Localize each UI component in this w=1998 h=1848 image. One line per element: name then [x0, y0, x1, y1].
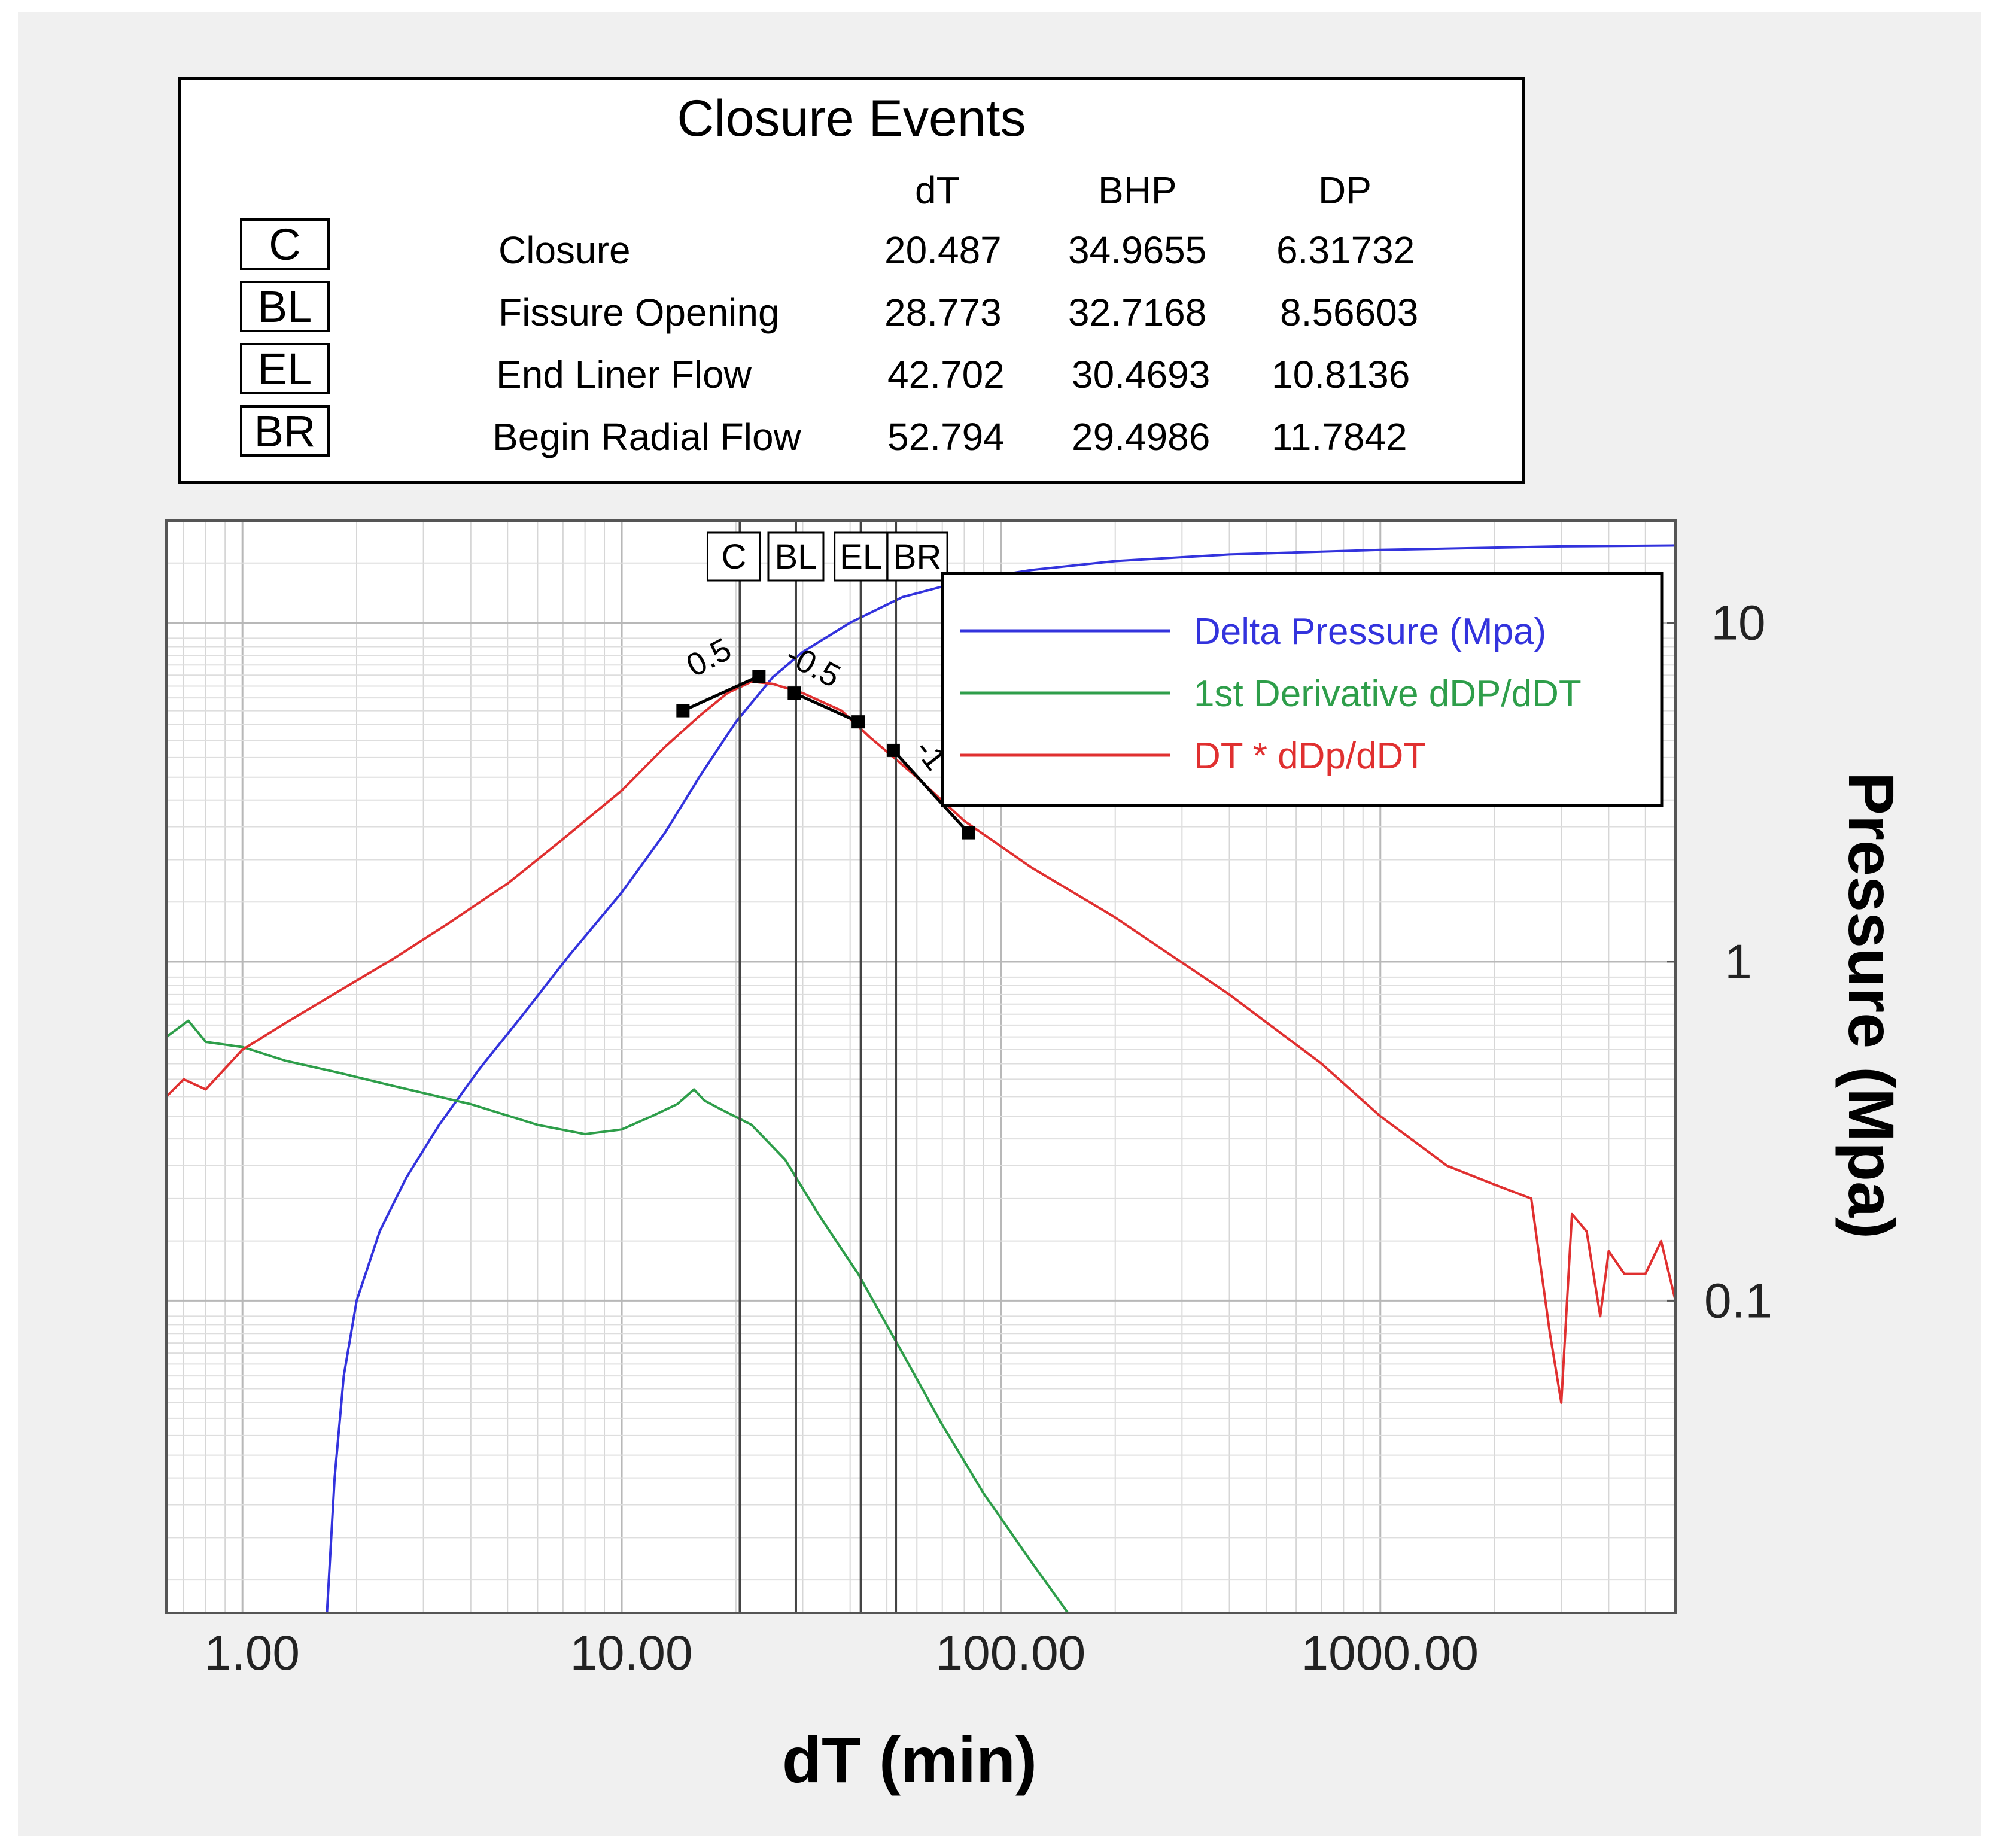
legend-box: [941, 572, 1664, 807]
event-bhp: 30.4693: [1072, 353, 1211, 396]
fit-point-marker: [787, 686, 801, 700]
event-dt: 52.794: [887, 415, 1005, 458]
event-name: Begin Radial Flow: [492, 415, 801, 458]
axes-group: 1.00 10.00 100.00 1000.00 10 1 0.1 dT (min) Pres…: [165, 519, 1908, 1796]
legend: Delta Pressure (Mpa) 1st Derivative dDP/d…: [941, 572, 1664, 807]
event-bhp: 29.4986: [1072, 415, 1211, 458]
event-marker-label-C: C: [722, 537, 747, 576]
event-code-badge: BR: [240, 405, 330, 457]
col-header-bhp: BHP: [1098, 169, 1177, 212]
x-tick-label: 1.00: [204, 1626, 300, 1680]
slope-fit-line: [793, 691, 859, 724]
x-axis-title: dT (min): [782, 1724, 1037, 1796]
y-tick-label: 0.1: [1704, 1273, 1772, 1328]
fit-point-marker: [752, 670, 766, 683]
slope-fit-line: [682, 674, 760, 712]
x-tick-label: 1000.00: [1301, 1626, 1479, 1680]
x-tick-label: 100.00: [935, 1626, 1085, 1680]
event-code-badge: EL: [240, 343, 330, 394]
x-tick-label: 10.00: [570, 1626, 692, 1680]
event-marker-label-BL: BL: [775, 537, 817, 576]
event-marker-box-BR: [886, 531, 948, 582]
event-marker-box-C: [706, 531, 761, 582]
event-dp: 6.31732: [1276, 229, 1415, 272]
events-table-title: Closure Events: [677, 90, 1026, 147]
event-dt: 20.487: [884, 229, 1002, 272]
event-marker-label-BR: BR: [893, 537, 942, 576]
col-header-dp: DP: [1318, 169, 1371, 212]
event-dt: 42.702: [887, 353, 1005, 396]
event-code-badge: BL: [240, 281, 330, 332]
legend-label: Delta Pressure (Mpa): [1194, 611, 1546, 652]
col-header-dt: dT: [915, 169, 960, 212]
event-bhp: 34.9655: [1068, 229, 1207, 272]
event-code-badge: C: [240, 218, 330, 270]
fit-point-marker: [676, 704, 690, 718]
fit-point-marker: [851, 715, 865, 729]
event-marker-label-EL: EL: [840, 537, 882, 576]
fit-point-marker: [886, 743, 900, 757]
slope-fit-line: [892, 749, 970, 834]
plot-border: [165, 519, 1677, 1614]
event-marker-box-EL: [834, 531, 889, 582]
closure-events-table: Closure Events dT BHP DP C Closure 20.48…: [178, 77, 1525, 484]
y-tick-label: 10: [1711, 596, 1765, 651]
series-line-0: [326, 544, 1675, 1613]
y-axis-title: Pressure (Mpa): [1835, 772, 1908, 1239]
series-line-1: [166, 1019, 1069, 1613]
event-marker-box-BL: [767, 531, 825, 582]
legend-label: DT * dDp/dDT: [1194, 735, 1426, 777]
legend-label: 1st Derivative dDP/dDT: [1194, 673, 1582, 715]
y-tick-label: 1: [1725, 935, 1752, 989]
event-name: Fissure Opening: [498, 291, 780, 334]
fit-point-marker: [962, 826, 975, 840]
event-dp: 11.7842: [1272, 415, 1407, 458]
event-name: Closure: [498, 229, 631, 272]
event-dt: 28.773: [884, 291, 1002, 334]
event-dp: 10.8136: [1272, 353, 1410, 396]
event-dp: 8.56603: [1280, 291, 1419, 334]
event-name: End Liner Flow: [496, 353, 752, 396]
event-bhp: 32.7168: [1068, 291, 1207, 334]
